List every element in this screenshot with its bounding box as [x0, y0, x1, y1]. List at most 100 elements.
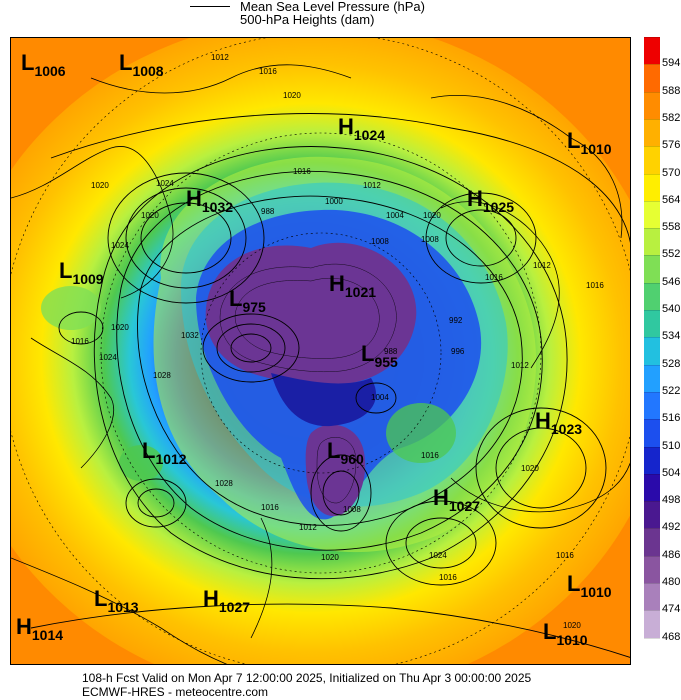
isobar-value-label: 1004: [386, 211, 404, 220]
isobar-value-label: 1028: [215, 479, 233, 488]
green-patch: [386, 403, 456, 463]
high-pressure-label: H1027: [203, 586, 250, 615]
isobar-value-label: 1016: [439, 573, 457, 582]
low-pressure-label: L955: [361, 341, 398, 370]
isobar-value-label: 1020: [91, 181, 109, 190]
isobar-value-label: 1016: [421, 451, 439, 460]
colorbar-tick-label: 588: [662, 84, 681, 97]
contour-labels: 1012 1016 1020 1024 1016 1012 988 1000 1004 1008 1…: [71, 53, 604, 630]
colorbar-tick-label: 540: [662, 303, 681, 316]
colorbar-segment: [644, 310, 660, 338]
low-pressure-label: L1010: [543, 619, 588, 648]
low-pressure-label: L960: [327, 438, 364, 467]
colorbar-segment: [644, 446, 660, 474]
colorbar-segment: [644, 501, 660, 529]
colorbar-segment: [644, 555, 660, 584]
colorbar-tick-label: 480: [662, 576, 681, 589]
low-pressure-label: L1006: [21, 50, 66, 79]
isobars: [30, 113, 630, 658]
colorbar-segment: [644, 528, 660, 556]
isobar-value-label: 1016: [485, 273, 503, 282]
colorbar-segment: [644, 391, 660, 420]
vortex-bridge: [271, 373, 377, 427]
isobar-value-label: 1024: [99, 353, 117, 362]
colorbar-segment: [644, 255, 660, 283]
map-legend: Mean Sea Level Pressure (hPa) 500-hPa He…: [190, 0, 490, 28]
colorbar-segment: [644, 637, 660, 665]
colorbar-tick-label: 468: [662, 630, 681, 643]
isobar-value-label: 1016: [293, 167, 311, 176]
isobar-value-label: 1012: [511, 361, 529, 370]
isobar-value-label: 1024: [111, 241, 129, 250]
colorbar-segment: [644, 473, 660, 502]
polar-vortex-main: [205, 242, 417, 385]
colorbar-tick-label: 498: [662, 494, 681, 507]
colorbar-tick-label: 558: [662, 221, 681, 234]
isobar-value-label: 1008: [371, 237, 389, 246]
colorbar-tick-label: 486: [662, 548, 681, 561]
isobar-value-label: 1016: [261, 503, 279, 512]
colorbar-segment: [644, 228, 660, 256]
colorbar-tick-label: 516: [662, 412, 681, 425]
isobar-value-label: 1020: [283, 91, 301, 100]
low-pressure-label: L1010: [567, 571, 612, 600]
colorbar-tick-label: 570: [662, 166, 681, 179]
colorbar-segment: [644, 91, 660, 119]
isobar-value-label: 988: [261, 207, 275, 216]
isobar-value-label: 1012: [299, 523, 317, 532]
high-pressure-label: H1032: [186, 186, 233, 215]
colorbar-tick-label: 576: [662, 139, 681, 152]
isobar-value-label: 1004: [371, 393, 389, 402]
latitude-circles: [11, 38, 630, 664]
colorbar-segment: [644, 610, 660, 638]
colorbar-tick-label: 504: [662, 466, 681, 479]
isobar-value-label: 1012: [363, 181, 381, 190]
colorbar-segment: [644, 282, 660, 311]
polar-vortex-lobe: [305, 424, 366, 517]
isobar-value-label: 1008: [421, 235, 439, 244]
coastlines: [11, 64, 630, 664]
isobar-value-label: 996: [451, 347, 465, 356]
high-pressure-label: H1024: [338, 114, 385, 143]
low-pressure-label: L1010: [567, 128, 612, 157]
low-pressure-label: L1012: [142, 438, 187, 467]
isobar-value-label: 1016: [556, 551, 574, 560]
pressure-centers: L1006 L1008 H1024 L1010 H1032 H1025 L1009 L975 H…: [16, 50, 612, 648]
high-pressure-label: H1023: [535, 408, 582, 437]
colorbar-segment: [644, 64, 660, 92]
small-low-field-2: [119, 445, 163, 481]
source-line: ECMWF-HRES - meteocentre.com: [82, 685, 269, 699]
isobar-value-label: 1020: [321, 553, 339, 562]
forecast-valid-line: 108-h Fcst Valid on Mon Apr 7 12:00:00 2…: [82, 671, 532, 685]
high-pressure-label: H1021: [329, 271, 376, 300]
isobar-value-label: 1000: [325, 197, 343, 206]
colorbar-tick-label: 552: [662, 248, 681, 261]
isobar-legend-label: Mean Sea Level Pressure (hPa): [240, 0, 425, 14]
isobar-value-label: 1024: [429, 551, 447, 560]
isobar-value-label: 1020: [563, 621, 581, 630]
colorbar-segment: [644, 337, 660, 365]
isobar-value-label: 1016: [586, 281, 604, 290]
colorbar-segment: [644, 200, 660, 229]
colorbar-tick-label: 474: [662, 603, 681, 616]
high-pressure-label: H1025: [467, 186, 514, 215]
isobar-value-label: 1008: [343, 505, 361, 514]
low-pressure-label: L1008: [119, 50, 164, 79]
map-canvas: 1012 1016 1020 1024 1016 1012 988 1000 1004 1008 1…: [11, 38, 630, 664]
colorbar-tick-label: 522: [662, 384, 681, 397]
colorbar-tick-label: 594: [662, 57, 681, 70]
isobar-value-label: 992: [449, 316, 463, 325]
isobar-legend-line: [190, 6, 230, 7]
colorbar-tick-label: 564: [662, 193, 681, 206]
colorbar-segment: [644, 364, 660, 392]
colorbar-tick-label: 510: [662, 439, 681, 452]
low-pressure-label: L1013: [94, 586, 139, 615]
colorbar-tick-label: 528: [662, 357, 681, 370]
map-footer: 108-h Fcst Valid on Mon Apr 7 12:00:00 2…: [82, 671, 531, 699]
isobar-value-label: 1032: [181, 331, 199, 340]
colorbar-segment: [644, 118, 660, 147]
isobar-value-label: 1028: [153, 371, 171, 380]
weather-map: 1012 1016 1020 1024 1016 1012 988 1000 1004 1008 1…: [10, 37, 631, 665]
low-pressure-label: L1009: [59, 258, 104, 287]
height-legend-label: 500-hPa Heights (dam): [240, 12, 375, 27]
